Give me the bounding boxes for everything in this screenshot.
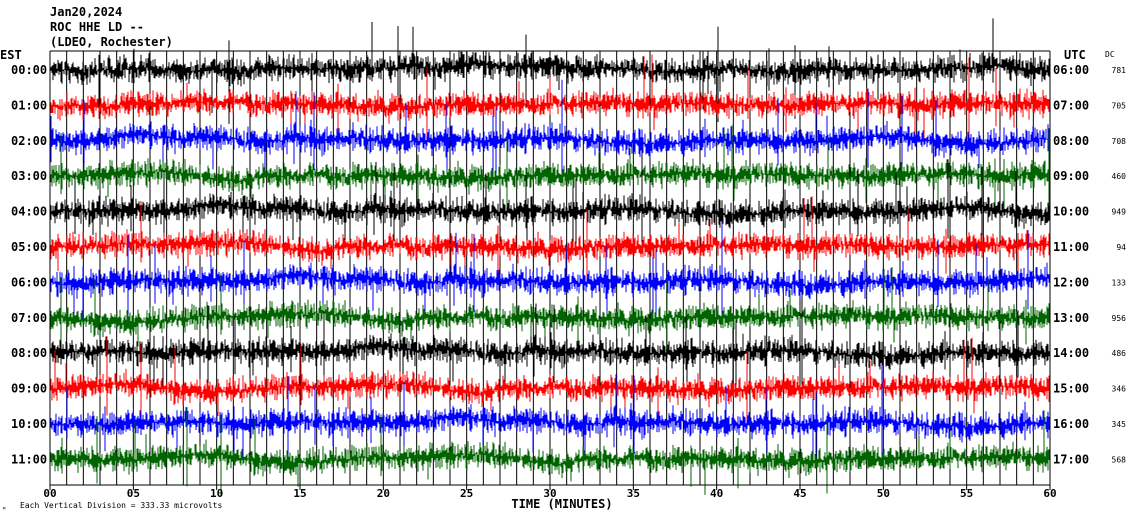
row-labels: 00:00 06:00 781 01:00 07:00 705 02:00 08:00 708 0… bbox=[11, 63, 1126, 466]
x-tick-label: 60 bbox=[1043, 487, 1056, 500]
x-tick-label: 00 bbox=[43, 487, 56, 500]
dc-offset-value: 486 bbox=[1112, 349, 1127, 358]
dc-offset-value: 781 bbox=[1112, 66, 1127, 75]
footnote: Each Vertical Division = 333.33 microvol… bbox=[20, 501, 222, 510]
est-hour-label: 11:00 bbox=[11, 452, 47, 466]
est-hour-label: 00:00 bbox=[11, 63, 47, 77]
dc-offset-value: 94 bbox=[1116, 243, 1126, 252]
utc-hour-label: 08:00 bbox=[1053, 134, 1089, 148]
x-tick-label: 25 bbox=[460, 487, 473, 500]
est-hour-label: 05:00 bbox=[11, 240, 47, 254]
corner-mark: ᴹ bbox=[2, 506, 6, 514]
x-tick-label: 20 bbox=[377, 487, 390, 500]
x-tick-label: 45 bbox=[793, 487, 806, 500]
header-station: ROC HHE LD -- bbox=[50, 20, 144, 34]
dc-offset-value: 346 bbox=[1112, 385, 1127, 394]
x-tick-label: 40 bbox=[710, 487, 723, 500]
x-tick-label: 15 bbox=[293, 487, 306, 500]
dc-offset-value: 460 bbox=[1112, 172, 1127, 181]
utc-hour-label: 11:00 bbox=[1053, 240, 1089, 254]
x-tick-label: 35 bbox=[627, 487, 640, 500]
x-tick-label: 50 bbox=[877, 487, 890, 500]
utc-hour-label: 15:00 bbox=[1053, 382, 1089, 396]
est-hour-label: 03:00 bbox=[11, 169, 47, 183]
utc-hour-label: 14:00 bbox=[1053, 346, 1089, 360]
header-location: (LDEO, Rochester) bbox=[50, 35, 173, 49]
x-tick-label: 55 bbox=[960, 487, 973, 500]
dc-offset-value: 708 bbox=[1112, 137, 1127, 146]
utc-hour-label: 12:00 bbox=[1053, 275, 1089, 289]
est-hour-label: 10:00 bbox=[11, 417, 47, 431]
est-hour-label: 07:00 bbox=[11, 311, 47, 325]
dc-header: DC bbox=[1105, 50, 1115, 59]
est-hour-label: 02:00 bbox=[11, 134, 47, 148]
utc-hour-label: 17:00 bbox=[1053, 452, 1089, 466]
utc-hour-label: 16:00 bbox=[1053, 417, 1089, 431]
dc-offset-value: 949 bbox=[1112, 208, 1127, 217]
est-zone-label: EST bbox=[0, 48, 22, 62]
utc-hour-label: 07:00 bbox=[1053, 98, 1089, 112]
dc-offset-value: 705 bbox=[1112, 101, 1127, 110]
x-tick-label: 10 bbox=[210, 487, 223, 500]
utc-hour-label: 10:00 bbox=[1053, 205, 1089, 219]
dc-offset-value: 345 bbox=[1112, 420, 1127, 429]
est-hour-label: 04:00 bbox=[11, 205, 47, 219]
x-tick-label: 05 bbox=[127, 487, 140, 500]
x-axis-label: TIME (MINUTES) bbox=[511, 497, 612, 511]
est-hour-label: 01:00 bbox=[11, 98, 47, 112]
dc-offset-value: 133 bbox=[1112, 278, 1127, 287]
dc-offset-value: 568 bbox=[1112, 455, 1127, 464]
x-tick-label: 30 bbox=[543, 487, 556, 500]
est-hour-label: 09:00 bbox=[11, 382, 47, 396]
dc-offset-value: 956 bbox=[1112, 314, 1127, 323]
est-hour-label: 06:00 bbox=[11, 275, 47, 289]
header-date: Jan20,2024 bbox=[50, 5, 122, 19]
utc-hour-label: 09:00 bbox=[1053, 169, 1089, 183]
est-hour-label: 08:00 bbox=[11, 346, 47, 360]
utc-hour-label: 13:00 bbox=[1053, 311, 1089, 325]
utc-zone-label: UTC bbox=[1064, 48, 1086, 62]
x-axis-ticks: 00 05 10 15 20 25 30 35 40 45 50 55 60 bbox=[43, 485, 1057, 500]
utc-hour-label: 06:00 bbox=[1053, 63, 1089, 77]
